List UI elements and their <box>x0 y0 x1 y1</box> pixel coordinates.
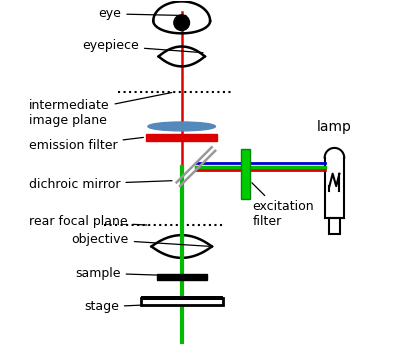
Bar <box>141 298 222 305</box>
Text: objective: objective <box>71 233 209 246</box>
Text: lamp: lamp <box>316 120 351 134</box>
Bar <box>328 218 339 234</box>
Text: emission filter: emission filter <box>29 137 143 153</box>
Bar <box>156 274 206 280</box>
Text: stage: stage <box>84 300 219 313</box>
Text: eye: eye <box>98 7 185 20</box>
Text: excitation
filter: excitation filter <box>251 183 313 228</box>
Text: sample: sample <box>75 267 203 280</box>
Bar <box>141 295 222 300</box>
Circle shape <box>173 15 189 30</box>
Bar <box>146 134 217 141</box>
Text: dichroic mirror: dichroic mirror <box>29 178 172 191</box>
Ellipse shape <box>147 122 215 131</box>
Text: eyepiece: eyepiece <box>82 39 202 53</box>
Text: rear focal plane: rear focal plane <box>29 215 147 228</box>
Text: intermediate
image plane: intermediate image plane <box>29 92 171 127</box>
Bar <box>241 149 249 199</box>
